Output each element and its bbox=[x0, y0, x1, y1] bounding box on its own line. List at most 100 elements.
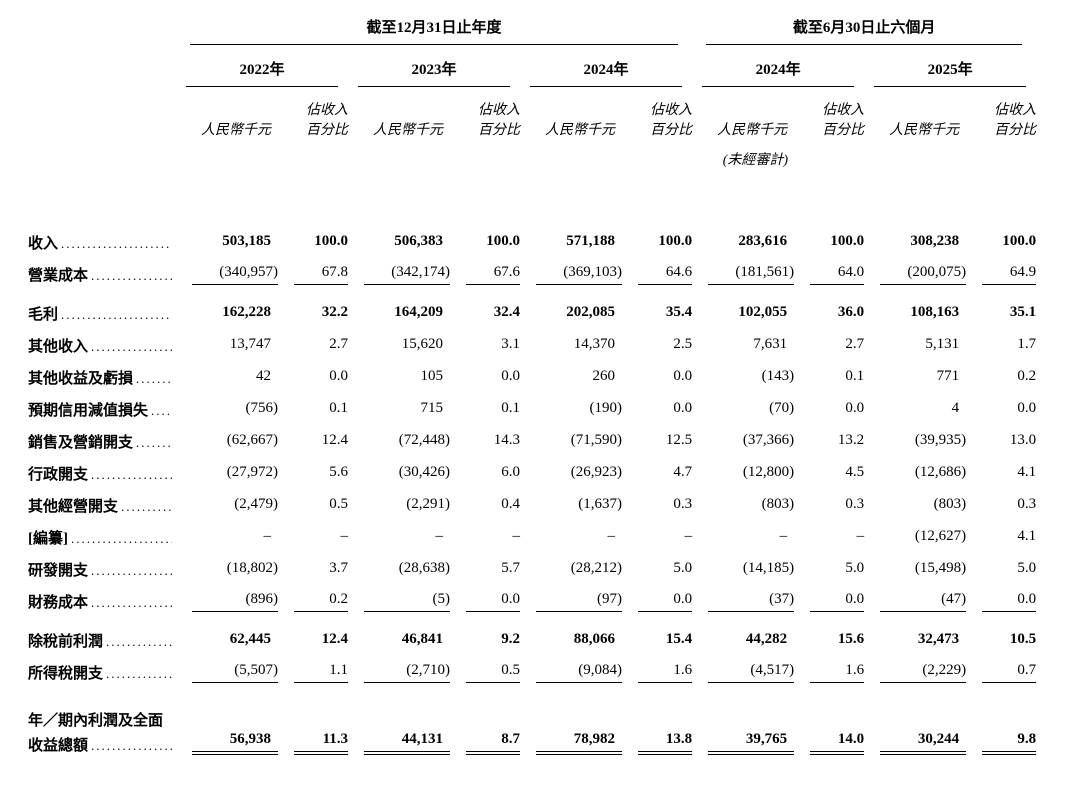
table-row: 其他收益及虧損.................................… bbox=[28, 356, 1036, 388]
pct-value: – bbox=[856, 528, 865, 544]
pct-value: – bbox=[684, 528, 693, 544]
pct-value: 14.0 bbox=[810, 731, 865, 755]
amount-value: (143) bbox=[761, 368, 795, 384]
pct-value: 0.0 bbox=[673, 368, 693, 384]
pct-value: 5.0 bbox=[1017, 560, 1037, 576]
row-label: 行政開支....................................… bbox=[28, 452, 176, 484]
period-header-row: 截至12月31日止年度 截至6月30日止六個月 bbox=[28, 16, 1036, 45]
year-header-2024: 2024年 bbox=[520, 45, 692, 87]
pct-value: 0.0 bbox=[982, 591, 1037, 612]
pct-value: 35.4 bbox=[665, 304, 693, 320]
table-row: 研發開支....................................… bbox=[28, 548, 1036, 580]
amount-value: (26,923) bbox=[570, 464, 622, 480]
dot-leader: ........................................ bbox=[91, 268, 172, 283]
amount-value: (2,229) bbox=[880, 662, 967, 683]
amount-value: (2,710) bbox=[364, 662, 450, 683]
amount-value: (30,426) bbox=[398, 464, 450, 480]
amount-value: (70) bbox=[769, 400, 795, 416]
amount-value: – bbox=[263, 528, 272, 544]
table-row: [編纂]....................................… bbox=[28, 516, 1036, 548]
pct-value: 9.8 bbox=[982, 731, 1037, 755]
amount-value: 108,163 bbox=[910, 304, 960, 320]
amount-value: 571,188 bbox=[566, 233, 615, 249]
pct-value: 5.0 bbox=[845, 560, 865, 576]
amount-value: 715 bbox=[420, 400, 444, 416]
dot-leader: ........................................ bbox=[136, 435, 172, 450]
period-label: 截至6月30日止六個月 bbox=[706, 16, 1023, 45]
amount-value: (9,084) bbox=[536, 662, 622, 683]
pct-value: 1.1 bbox=[294, 662, 348, 683]
table-row: 除稅前利潤...................................… bbox=[28, 619, 1036, 651]
spacer-row bbox=[28, 683, 1036, 693]
amount-value: – bbox=[435, 528, 444, 544]
amount-value: (28,638) bbox=[398, 560, 450, 576]
table-row: 營業成本....................................… bbox=[28, 253, 1037, 285]
amount-value: 503,185 bbox=[222, 233, 271, 249]
pct-value: 6.0 bbox=[501, 464, 520, 480]
amount-value: (2,479) bbox=[234, 496, 278, 512]
pct-value: 0.5 bbox=[466, 662, 520, 683]
amount-value: 4 bbox=[951, 400, 960, 416]
dot-leader: ........................................ bbox=[91, 467, 172, 482]
table-row: 其他收入....................................… bbox=[28, 324, 1036, 356]
amount-value: (756) bbox=[245, 400, 279, 416]
amount-value: 105 bbox=[420, 368, 444, 384]
dot-leader: ........................................ bbox=[91, 563, 172, 578]
note-row: (未經審計) bbox=[28, 141, 1036, 169]
amount-value: 13,747 bbox=[229, 336, 271, 352]
amount-value: 32,473 bbox=[917, 631, 960, 647]
amount-value: 42 bbox=[256, 368, 271, 384]
amount-value: 88,066 bbox=[573, 631, 615, 647]
spacer-cell bbox=[28, 16, 176, 45]
amount-value: (18,802) bbox=[226, 560, 278, 576]
pct-value: 15.6 bbox=[837, 631, 865, 647]
amount-value: 260 bbox=[592, 368, 616, 384]
pct-value: 64.9 bbox=[982, 264, 1037, 285]
year-header-2022: 2022年 bbox=[176, 45, 348, 87]
table-row: 毛利......................................… bbox=[28, 292, 1036, 324]
pct-value: 3.7 bbox=[329, 560, 348, 576]
period-header-annual: 截至12月31日止年度 bbox=[176, 16, 692, 45]
row-label: 除稅前利潤...................................… bbox=[28, 619, 176, 651]
row-label: 所得稅開支...................................… bbox=[28, 651, 176, 683]
pct-value: 3.1 bbox=[501, 336, 520, 352]
pct-value: 0.0 bbox=[501, 368, 520, 384]
row-label: 收入......................................… bbox=[28, 236, 172, 252]
pct-value: 2.7 bbox=[329, 336, 348, 352]
amount-unit-header: 人民幣千元 bbox=[201, 123, 271, 138]
pct-value: 67.8 bbox=[294, 264, 348, 285]
table-row: 其他經營開支..................................… bbox=[28, 484, 1036, 516]
amount-value: (37) bbox=[708, 591, 795, 612]
amount-value: (200,075) bbox=[880, 264, 967, 285]
amount-value: (12,627) bbox=[914, 528, 967, 544]
pct-value: 4.1 bbox=[1017, 464, 1037, 480]
pct-value: 0.2 bbox=[294, 591, 348, 612]
amount-value: – bbox=[607, 528, 616, 544]
pct-value: 36.0 bbox=[837, 304, 865, 320]
amount-value: 39,765 bbox=[708, 731, 795, 755]
row-label: 財務成本....................................… bbox=[28, 580, 176, 612]
pct-value: 0.4 bbox=[501, 496, 520, 512]
amount-unit-header: 人民幣千元 bbox=[717, 123, 788, 138]
row-label: 年／期內利潤及全面收益總額...........................… bbox=[28, 693, 176, 755]
row-label: 其他收入....................................… bbox=[28, 324, 176, 356]
pct-value: 12.4 bbox=[321, 631, 348, 647]
pct-value: 100.0 bbox=[658, 233, 693, 249]
amount-value: (14,185) bbox=[742, 560, 795, 576]
pct-value: 13.0 bbox=[1009, 432, 1037, 448]
amount-value: 162,228 bbox=[222, 304, 271, 320]
amount-value: 62,445 bbox=[229, 631, 271, 647]
pct-value: 0.3 bbox=[1017, 496, 1037, 512]
amount-value: 14,370 bbox=[573, 336, 615, 352]
amount-value: 771 bbox=[936, 368, 960, 384]
pct-value: 0.1 bbox=[845, 368, 865, 384]
spacer-cell bbox=[794, 141, 1036, 169]
year-header-2025: 2025年 bbox=[864, 45, 1036, 87]
amount-unit-header: 人民幣千元 bbox=[373, 123, 443, 138]
amount-value: 78,982 bbox=[536, 731, 622, 755]
pct-value: 4.7 bbox=[673, 464, 693, 480]
pct-value: 0.7 bbox=[982, 662, 1037, 683]
pct-value: 2.5 bbox=[673, 336, 693, 352]
amount-unit-header: 人民幣千元 bbox=[545, 123, 615, 138]
pct-header: 佔收入 百分比 bbox=[478, 103, 520, 138]
